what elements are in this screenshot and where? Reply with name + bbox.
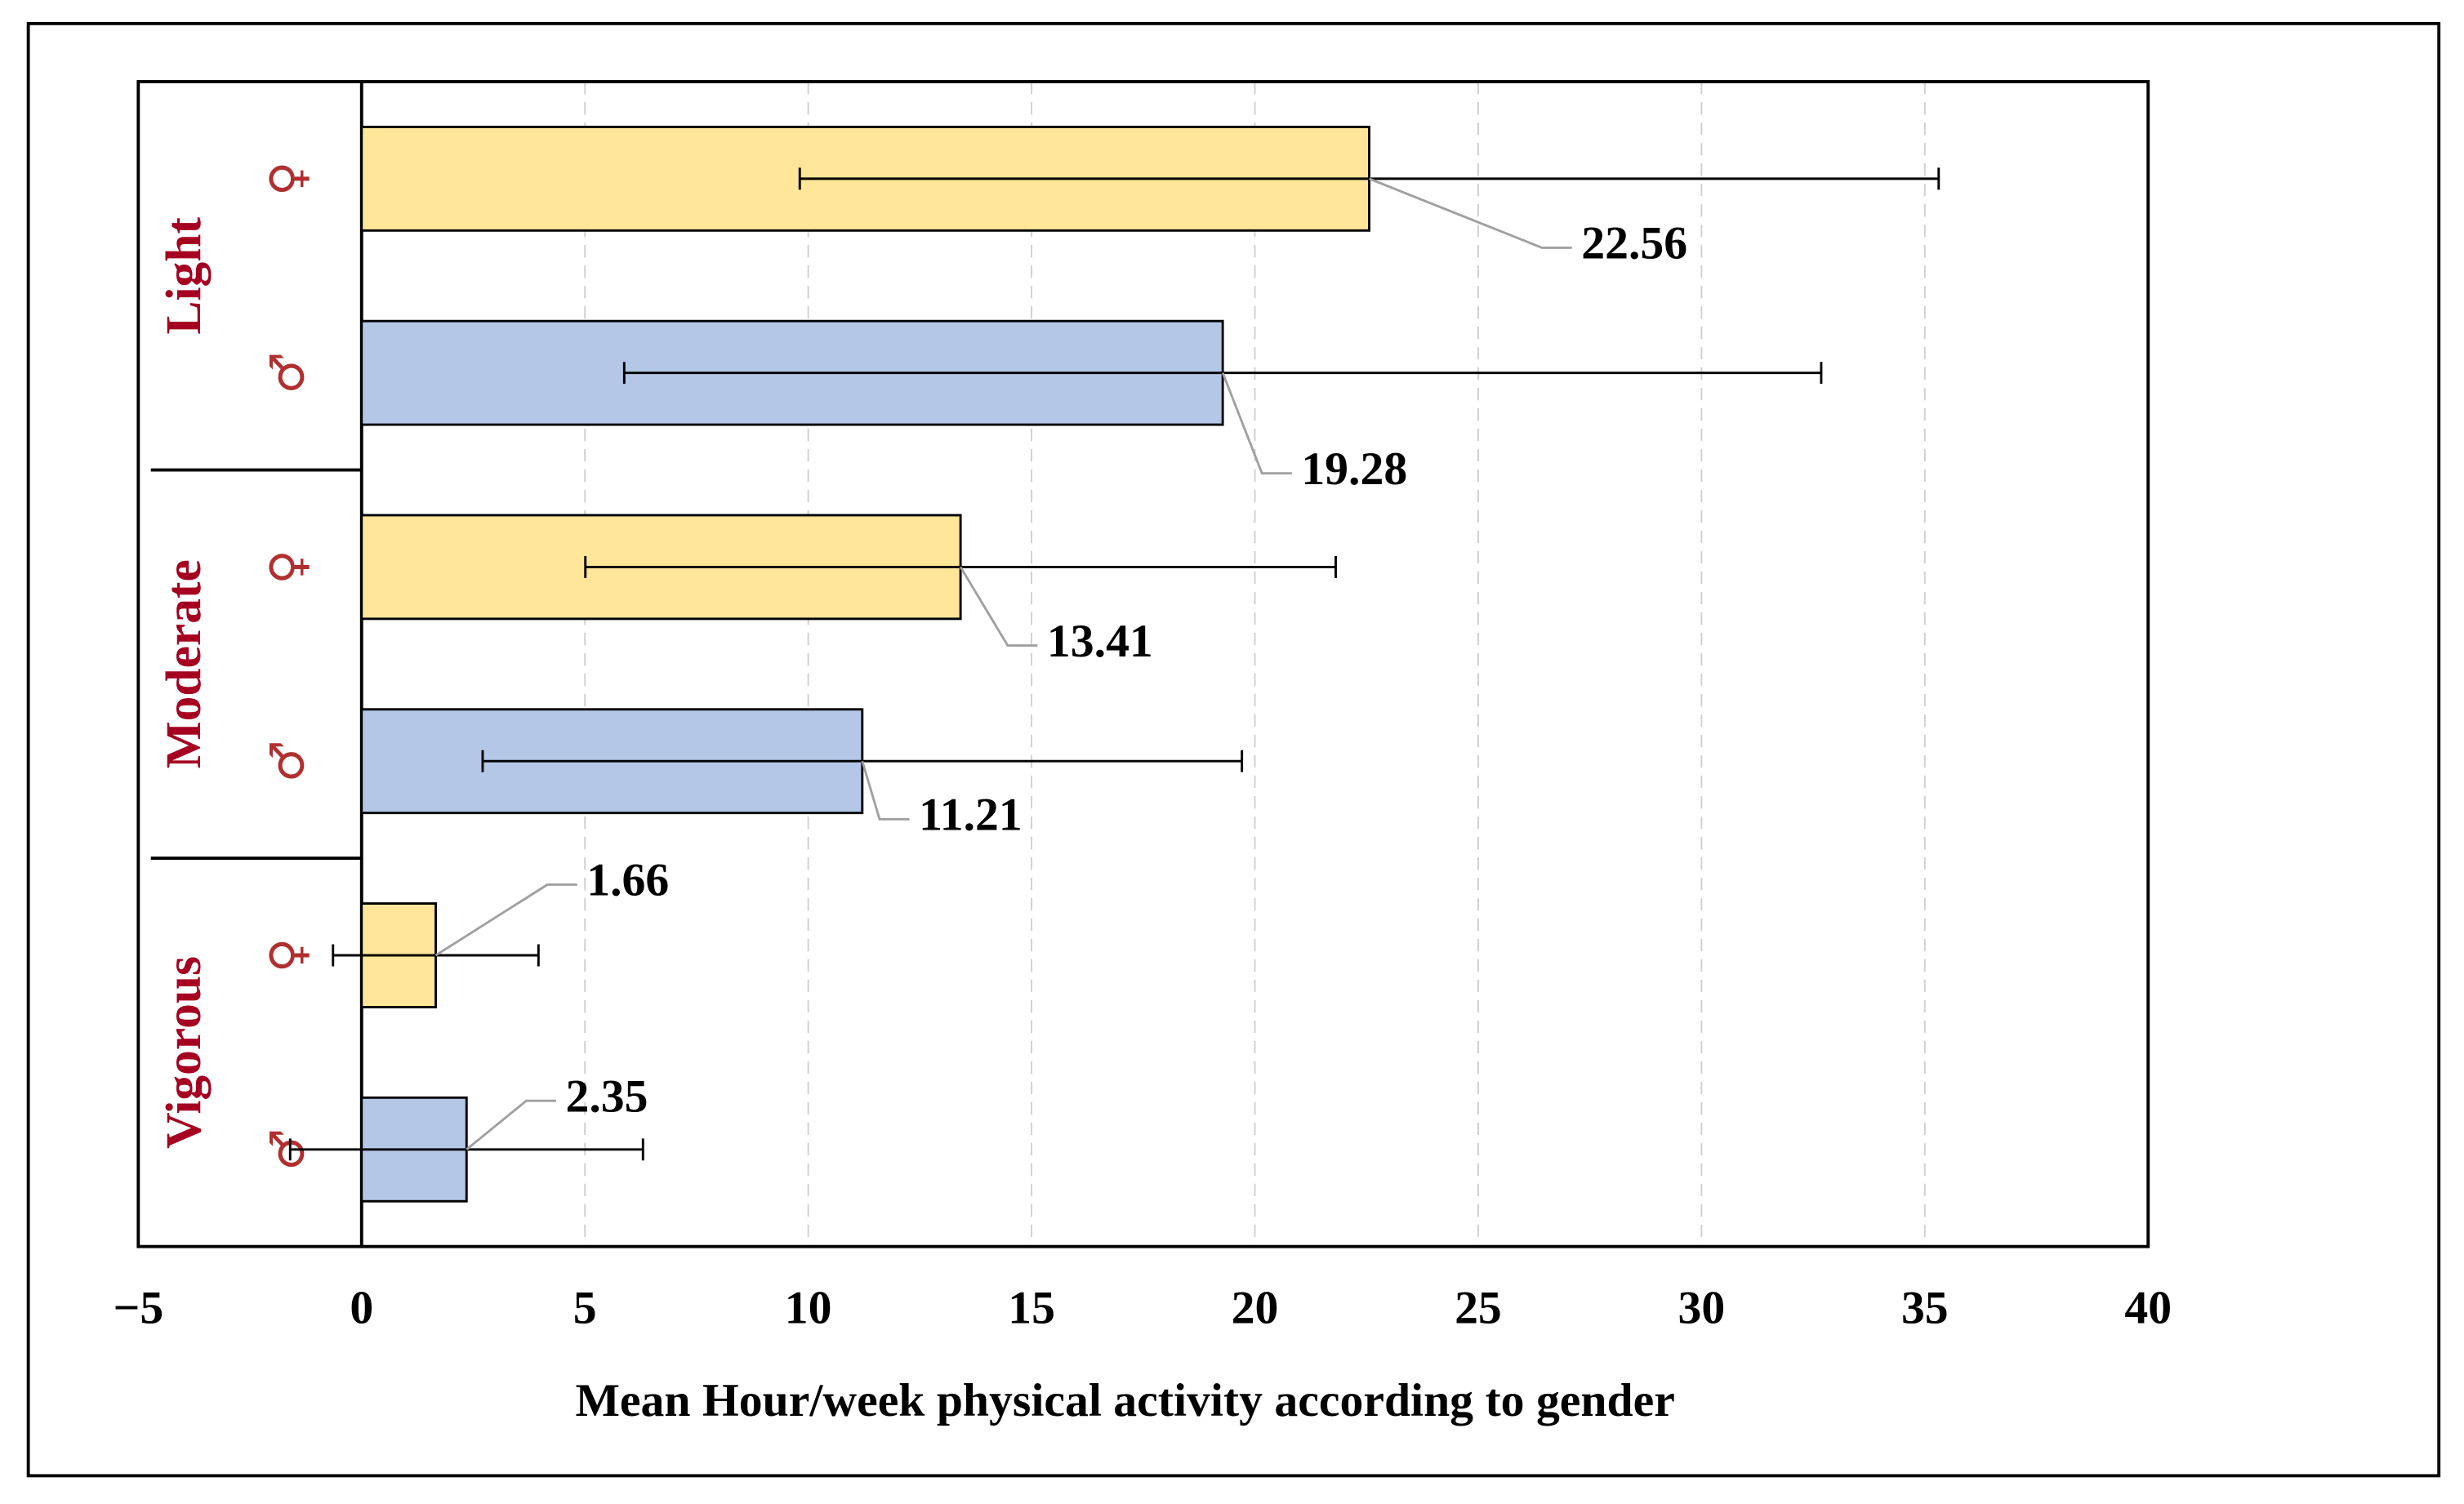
x-tick-label: 40 [2124,1283,2172,1334]
leader-line [861,760,910,821]
leader-line [434,883,577,957]
value-label: 19.28 [1301,443,1407,495]
category-label: ♂ [260,740,315,782]
leader-line [1221,372,1292,475]
x-tick-label: 5 [573,1283,597,1334]
error-bar [798,167,1940,190]
category-label: ♀ [260,938,315,972]
x-tick-label: 30 [1678,1283,1726,1334]
x-tick-label: 35 [1901,1283,1949,1334]
leader-line [466,1099,556,1150]
value-label: 22.56 [1581,218,1687,269]
group-label: Light [156,216,212,334]
x-axis-title: Mean Hour/week physical activity accordi… [575,1375,1674,1426]
leader-line [1368,177,1572,249]
category-label: ♀ [260,162,315,196]
x-tick-label: 25 [1455,1283,1502,1334]
category-label: ♀ [260,550,315,584]
x-tick-label: 10 [785,1283,832,1334]
value-label: 13.41 [1047,616,1153,667]
leader-line [959,566,1038,647]
error-bar [481,750,1244,772]
value-label: 1.66 [586,855,669,906]
value-label: 11.21 [919,790,1023,841]
x-tick-label: 15 [1008,1283,1055,1334]
group-label: Moderate [156,559,212,768]
error-bar [288,1138,644,1161]
category-label: ♂ [260,352,315,394]
x-tick-label: 0 [350,1283,373,1334]
plot-frame [136,80,2150,1248]
x-tick-label: 20 [1232,1283,1279,1334]
outer-border [26,21,2441,1478]
x-tick-label: −5 [113,1283,163,1334]
group-label: Vigorous [156,956,212,1149]
value-label: 2.35 [565,1070,648,1122]
